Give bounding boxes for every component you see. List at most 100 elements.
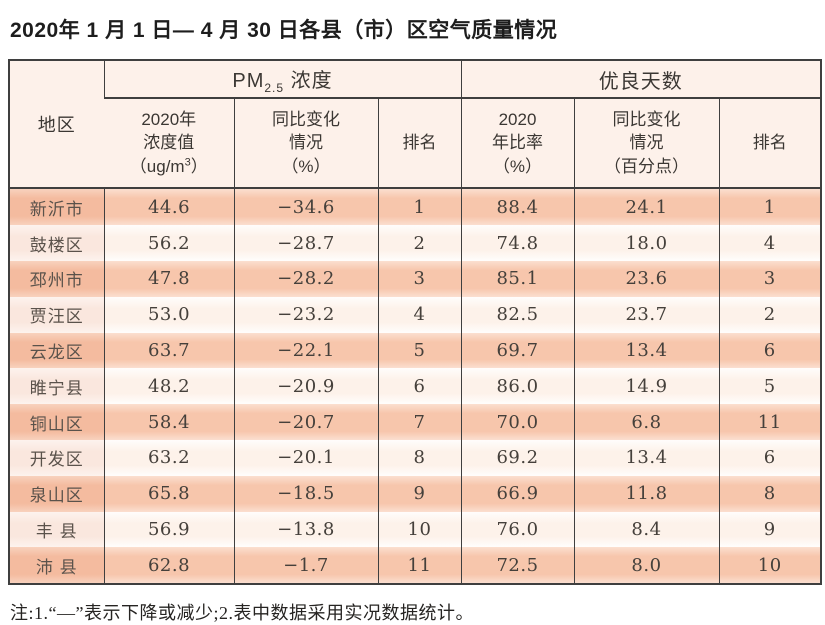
- pm-subscript: 2.5: [264, 80, 285, 95]
- good-change-cell: 23.7: [573, 296, 719, 333]
- pm-value-cell: 56.2: [103, 225, 234, 261]
- column-header-pm-rank: 排名: [377, 98, 461, 190]
- region-cell: 沛 县: [9, 547, 104, 585]
- header-unit-sup: 3: [184, 156, 191, 169]
- table-row: 泉山区 65.8 −18.5 9 66.9 11.8 8: [9, 475, 821, 512]
- group-header-good-days: 优良天数: [460, 60, 821, 99]
- good-rank-cell: 4: [718, 225, 821, 261]
- footnote: 注:1.“—”表示下降或减少;2.表中数据采用实况数据统计。: [10, 603, 474, 624]
- header-unit: （ug/m: [129, 156, 185, 176]
- good-rate-cell: 76.0: [460, 511, 574, 548]
- pm-rank-cell: 11: [377, 547, 461, 585]
- table-row: 丰 县 56.9 −13.8 10 76.0 8.4 9: [9, 511, 821, 548]
- good-change-cell: 13.4: [573, 332, 719, 369]
- pm-value-cell: 63.7: [103, 332, 234, 369]
- pm-value-cell: 65.8: [103, 475, 234, 512]
- good-change-cell: 6.8: [573, 404, 719, 440]
- table-row: 铜山区 58.4 −20.7 7 70.0 6.8 11: [9, 404, 821, 440]
- good-rate-cell: 74.8: [460, 225, 574, 261]
- pm-value-cell: 58.4: [103, 404, 234, 440]
- pm-value-cell: 56.9: [103, 511, 234, 548]
- pm-rank-cell: 8: [377, 439, 461, 476]
- table-row: 睢宁县 48.2 −20.9 6 86.0 14.9 5: [9, 368, 821, 405]
- column-header-good-rate: 2020 年比率 （%）: [460, 98, 574, 190]
- group-header-pm25: PM2.5 浓度: [103, 60, 461, 99]
- pm-change-cell: −1.7: [233, 547, 378, 585]
- pm-rank-cell: 2: [377, 225, 461, 261]
- pm-value-cell: 63.2: [103, 439, 234, 476]
- good-rate-cell: 69.2: [460, 439, 574, 476]
- pm-rank-cell: 1: [377, 188, 461, 226]
- table-row: 云龙区 63.7 −22.1 5 69.7 13.4 6: [9, 332, 821, 369]
- region-cell: 睢宁县: [9, 368, 104, 405]
- region-cell: 泉山区: [9, 475, 104, 512]
- pm-change-cell: −23.2: [233, 296, 378, 333]
- good-rank-cell: 2: [718, 296, 821, 333]
- column-header-good-change: 同比变化 情况 （百分点）: [573, 98, 719, 190]
- table-row: 贾汪区 53.0 −23.2 4 82.5 23.7 2: [9, 296, 821, 333]
- region-cell: 鼓楼区: [9, 225, 104, 261]
- pm-rank-cell: 5: [377, 332, 461, 369]
- header-line: 浓度值: [143, 133, 195, 153]
- header-line: 年比率: [492, 133, 543, 153]
- column-header-pm-value: 2020年 浓度值 （ug/m3）: [104, 98, 234, 190]
- air-quality-table: 地区 PM2.5 浓度 优良天数 2020年 浓度值 （ug/m3） 同比变化 …: [8, 59, 822, 586]
- good-rank-cell: 1: [718, 188, 821, 226]
- good-change-cell: 8.4: [573, 511, 719, 548]
- column-header-region: 地区: [9, 60, 104, 190]
- header-line: 情况: [629, 133, 664, 153]
- good-rank-cell: 6: [718, 439, 821, 476]
- header-unit: ）: [190, 156, 208, 176]
- column-header-pm-change: 同比变化 情况 （%）: [233, 98, 378, 190]
- header-line: （%）: [281, 156, 331, 176]
- good-rank-cell: 8: [718, 475, 821, 512]
- region-cell: 新沂市: [9, 188, 104, 226]
- region-cell: 邳州市: [9, 260, 104, 297]
- header-line: （百分点）: [604, 156, 689, 176]
- table-row: 沛 县 62.8 −1.7 11 72.5 8.0 10: [9, 547, 821, 585]
- pm-change-cell: −20.1: [233, 439, 378, 476]
- pm-rank-cell: 9: [377, 475, 461, 512]
- pm-value-cell: 47.8: [103, 260, 234, 297]
- region-cell: 开发区: [9, 439, 104, 476]
- good-change-cell: 8.0: [573, 547, 719, 585]
- header-line: （%）: [492, 156, 543, 176]
- table-header: 地区 PM2.5 浓度 优良天数 2020年 浓度值 （ug/m3） 同比变化 …: [9, 60, 821, 190]
- pm-value-cell: 62.8: [103, 547, 234, 585]
- good-change-cell: 14.9: [573, 368, 719, 405]
- page-title: 2020年 1 月 1 日— 4 月 30 日各县（市）区空气质量情况: [10, 19, 558, 42]
- column-header-good-rank: 排名: [718, 98, 821, 190]
- pm-rank-cell: 3: [377, 260, 461, 297]
- good-rank-cell: 9: [718, 511, 821, 548]
- region-cell: 云龙区: [9, 332, 104, 369]
- good-rate-cell: 72.5: [460, 547, 574, 585]
- good-rate-cell: 86.0: [460, 368, 574, 405]
- pm-rank-cell: 7: [377, 404, 461, 440]
- good-rank-cell: 5: [718, 368, 821, 405]
- header-line: 2020年: [141, 110, 197, 129]
- good-change-cell: 23.6: [573, 260, 719, 297]
- good-rank-cell: 3: [718, 260, 821, 297]
- pm-change-cell: −20.7: [233, 404, 378, 440]
- region-cell: 贾汪区: [9, 296, 104, 333]
- pm-rank-cell: 6: [377, 368, 461, 405]
- good-change-cell: 18.0: [573, 225, 719, 261]
- pm-change-cell: −34.6: [233, 188, 378, 226]
- header-line: 同比变化: [612, 110, 681, 129]
- pm-label-suffix: 浓度: [284, 69, 333, 92]
- region-cell: 丰 县: [9, 511, 104, 548]
- good-rank-cell: 11: [718, 404, 821, 440]
- pm-change-cell: −28.7: [233, 225, 378, 261]
- pm-change-cell: −20.9: [233, 368, 378, 405]
- good-rate-cell: 85.1: [460, 260, 574, 297]
- pm-change-cell: −18.5: [233, 475, 378, 512]
- pm-value-cell: 48.2: [103, 368, 234, 405]
- good-rank-cell: 10: [718, 547, 821, 585]
- good-change-cell: 13.4: [573, 439, 719, 476]
- good-rank-cell: 6: [718, 332, 821, 369]
- pm-rank-cell: 4: [377, 296, 461, 333]
- pm-change-cell: −22.1: [233, 332, 378, 369]
- pm-value-cell: 53.0: [103, 296, 234, 333]
- pm-change-cell: −13.8: [233, 511, 378, 548]
